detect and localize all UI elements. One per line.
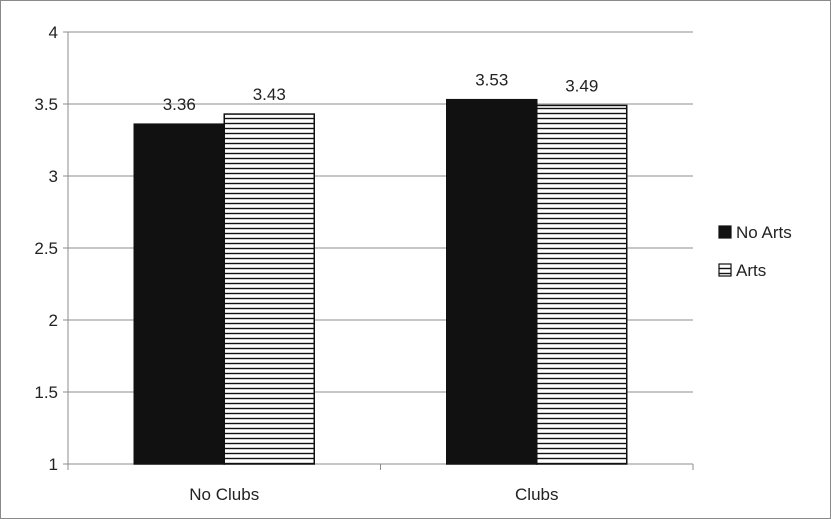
- y-tick-label: 2.5: [34, 239, 58, 258]
- bar-no-arts-no-clubs: [133, 123, 225, 465]
- legend: No Arts Arts: [718, 223, 792, 280]
- data-label: 3.49: [565, 76, 598, 95]
- legend-label: No Arts: [736, 223, 792, 242]
- y-tick-label: 3: [49, 167, 58, 186]
- y-tick-label: 2: [49, 311, 58, 330]
- y-tick-label: 4: [49, 23, 58, 42]
- y-tick-label: 1: [49, 455, 58, 474]
- data-label: 3.36: [163, 95, 196, 114]
- x-category-label: Clubs: [515, 485, 558, 504]
- y-tick-label: 1.5: [34, 383, 58, 402]
- x-category-label: No Clubs: [189, 485, 259, 504]
- data-label: 3.43: [253, 85, 286, 104]
- legend-swatch-no-arts: [718, 225, 732, 239]
- bar-arts-clubs: [536, 104, 628, 465]
- legend-swatch-arts: [718, 263, 732, 277]
- labels: 1 1.5 2 2.5 3 3.5 4 3.36 3.43 No Clubs 3.53 3.49 Clu…: [34, 23, 598, 504]
- legend-label: Arts: [736, 261, 766, 280]
- bar-arts-no-clubs: [223, 113, 315, 465]
- bars: [133, 98, 628, 465]
- bar-no-arts-clubs: [446, 98, 538, 465]
- y-tick-label: 3.5: [34, 95, 58, 114]
- data-label: 3.53: [475, 71, 508, 90]
